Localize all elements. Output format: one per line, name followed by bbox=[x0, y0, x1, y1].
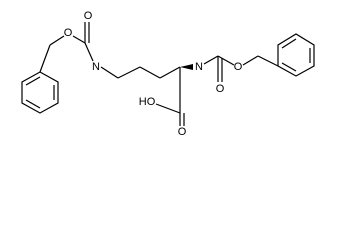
bond bbox=[49, 35, 65, 46]
atom-label: O bbox=[234, 61, 243, 73]
bond bbox=[217, 55, 235, 66]
benzene-ring bbox=[277, 33, 315, 77]
atom-label: N bbox=[92, 61, 100, 73]
bond bbox=[159, 66, 181, 79]
bond bbox=[117, 66, 141, 79]
bond bbox=[72, 35, 86, 44]
atom-label: HO bbox=[139, 96, 156, 108]
atom-label: O bbox=[84, 10, 93, 22]
atom-label: O bbox=[64, 27, 73, 39]
bond bbox=[25, 76, 41, 86]
bond bbox=[39, 44, 51, 73]
bond bbox=[257, 55, 279, 67]
bond bbox=[281, 38, 297, 49]
molecule-diagram: O O N N O O HO O bbox=[21, 10, 315, 138]
bond bbox=[25, 99, 41, 109]
benzene-ring bbox=[21, 71, 59, 114]
bond bbox=[242, 55, 259, 66]
wedge-bond bbox=[180, 64, 193, 70]
bond bbox=[100, 66, 119, 79]
atom-label: N bbox=[195, 61, 203, 73]
bond bbox=[281, 62, 297, 72]
bond bbox=[203, 55, 219, 65]
atom-label: O bbox=[216, 83, 225, 95]
bond bbox=[155, 103, 181, 114]
bond bbox=[139, 66, 161, 79]
atom-label: O bbox=[178, 126, 187, 138]
bond bbox=[84, 42, 94, 62]
